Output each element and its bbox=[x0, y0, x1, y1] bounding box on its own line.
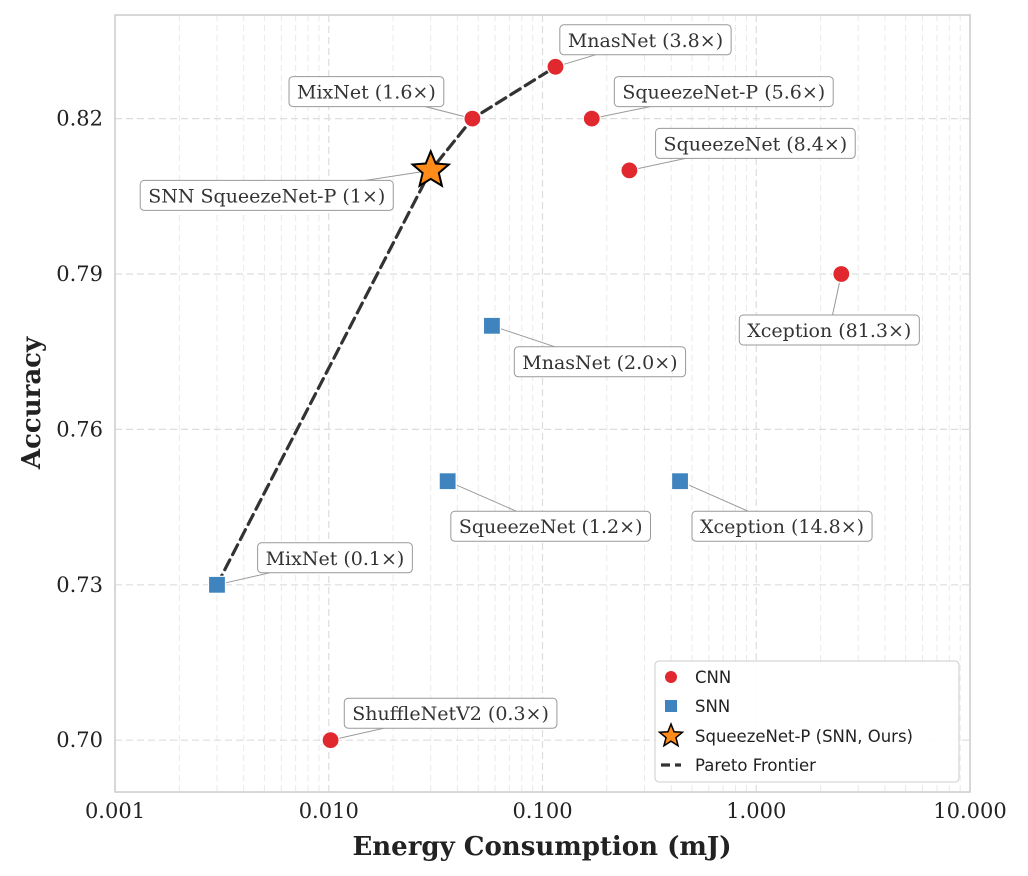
annotation: MnasNet (3.8×) bbox=[555, 24, 732, 68]
annotation-box bbox=[257, 542, 413, 574]
snn-marker bbox=[670, 472, 690, 491]
annotation-box bbox=[613, 76, 834, 108]
annotation-box bbox=[513, 346, 687, 378]
annotation: SqueezeNet (8.4×) bbox=[629, 127, 856, 171]
x-tick-label: 0.100 bbox=[512, 799, 572, 823]
annotation-box bbox=[288, 76, 445, 108]
annotation: Xception (14.8×) bbox=[679, 480, 873, 542]
legend-box bbox=[654, 660, 960, 783]
annotation-label: SqueezeNet (1.2×) bbox=[459, 516, 643, 538]
snn-marker bbox=[482, 316, 502, 335]
annotation-box bbox=[691, 510, 873, 542]
legend-entry-label: CNN bbox=[695, 668, 731, 687]
x-tick-label: 0.001 bbox=[85, 799, 145, 823]
legend: CNN SNN SqueezeNet-P (SNN, Ours) Pareto Fro… bbox=[654, 660, 960, 783]
annotation-label: MnasNet (2.0×) bbox=[522, 352, 677, 374]
cnn-marker bbox=[832, 264, 851, 284]
cnn-marker bbox=[321, 731, 340, 750]
annotation-label: SNN SqueezeNet-P (1×) bbox=[148, 185, 385, 207]
ours-star-marker bbox=[410, 148, 452, 188]
y-tick-label: 0.70 bbox=[56, 728, 103, 752]
annotation: MixNet (0.1×) bbox=[216, 542, 413, 586]
annotation-label: ShuffleNetV2 (0.3×) bbox=[352, 703, 549, 725]
annotation-label: SqueezeNet-P (5.6×) bbox=[622, 82, 825, 104]
annotation-box bbox=[738, 314, 920, 346]
legend-snn-swatch bbox=[665, 700, 677, 712]
annotation-label: Xception (14.8×) bbox=[700, 516, 864, 538]
cnn-marker bbox=[620, 161, 639, 180]
annotations: MnasNet (3.8×) MixNet (1.6×) SqueezeNet-P … bbox=[139, 24, 920, 741]
y-tick-label: 0.79 bbox=[56, 262, 103, 286]
annotation-label: SqueezeNet (8.4×) bbox=[664, 133, 848, 155]
y-tick-label: 0.76 bbox=[56, 417, 103, 441]
annotation: SNN SqueezeNet-P (1×) bbox=[139, 169, 431, 211]
legend-entry-label: SNN bbox=[695, 697, 730, 716]
annotation: MixNet (1.6×) bbox=[288, 76, 473, 120]
annotation: MnasNet (2.0×) bbox=[491, 325, 687, 378]
y-tick-label: 0.73 bbox=[56, 573, 103, 597]
annotation-box bbox=[139, 179, 394, 211]
x-tick-label: 0.010 bbox=[299, 799, 359, 823]
x-axis-title: Energy Consumption (mJ) bbox=[352, 832, 731, 862]
annotation: Xception (81.3×) bbox=[738, 273, 920, 346]
annotation-label: MixNet (1.6×) bbox=[297, 82, 436, 104]
annotation: SqueezeNet-P (5.6×) bbox=[591, 76, 834, 120]
annotation-box bbox=[450, 510, 651, 542]
plot-frame bbox=[114, 14, 971, 793]
y-axis-title: Accuracy bbox=[17, 336, 47, 470]
annotation-box bbox=[655, 127, 856, 159]
cnn-marker bbox=[546, 57, 565, 76]
data-markers bbox=[207, 57, 851, 750]
annotation-label: Xception (81.3×) bbox=[747, 320, 911, 342]
annotation-label: MixNet (0.1×) bbox=[266, 548, 405, 570]
pareto-frontier-layer bbox=[215, 65, 558, 587]
snn-marker bbox=[438, 472, 457, 491]
cnn-marker bbox=[582, 109, 601, 128]
legend-ours-swatch bbox=[657, 721, 685, 748]
snn-marker bbox=[207, 575, 227, 594]
annotation: SqueezeNet (1.2×) bbox=[447, 480, 651, 542]
annotation-label: MnasNet (3.8×) bbox=[568, 30, 723, 52]
legend-entry-label: SqueezeNet-P (SNN, Ours) bbox=[695, 727, 913, 746]
legend-entry-label: Pareto Frontier bbox=[695, 756, 816, 775]
annotation: ShuffleNetV2 (0.3×) bbox=[330, 697, 558, 741]
legend-cnn-swatch bbox=[665, 671, 677, 683]
tick-labels: 0.001 0.010 0.100 1.000 10.000 0.70 0.73 0.76 0.… bbox=[56, 107, 1007, 823]
x-tick-label: 1.000 bbox=[726, 799, 786, 823]
pareto-frontier-line bbox=[215, 65, 558, 587]
annotation-box bbox=[559, 24, 732, 56]
annotation-box bbox=[343, 697, 558, 729]
y-tick-label: 0.82 bbox=[56, 107, 103, 131]
cnn-marker bbox=[463, 109, 482, 128]
x-tick-label: 10.000 bbox=[933, 799, 1006, 823]
